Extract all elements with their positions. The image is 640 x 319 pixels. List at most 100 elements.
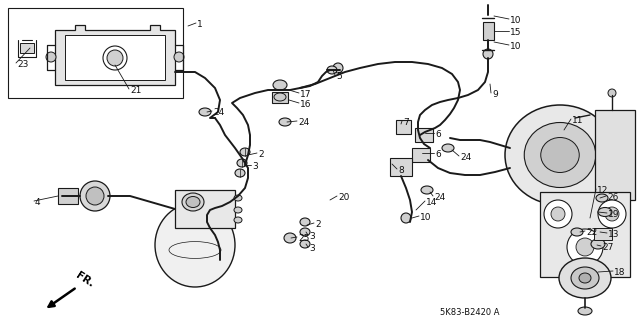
Text: 6: 6 xyxy=(435,150,441,159)
Ellipse shape xyxy=(571,267,599,289)
Text: 20: 20 xyxy=(338,193,349,202)
Bar xyxy=(8,8,183,98)
Ellipse shape xyxy=(234,195,242,201)
Circle shape xyxy=(544,200,572,228)
Ellipse shape xyxy=(300,218,310,226)
Text: 3: 3 xyxy=(309,232,315,241)
Bar xyxy=(272,92,288,103)
Ellipse shape xyxy=(237,159,247,167)
Text: 2: 2 xyxy=(258,150,264,159)
Ellipse shape xyxy=(559,258,611,298)
Circle shape xyxy=(598,200,626,228)
Bar xyxy=(65,35,165,80)
Text: 8: 8 xyxy=(398,166,404,175)
Text: 26: 26 xyxy=(607,193,618,202)
Ellipse shape xyxy=(240,148,250,156)
Text: 6: 6 xyxy=(435,130,441,139)
Ellipse shape xyxy=(578,307,592,315)
Ellipse shape xyxy=(234,217,242,223)
Ellipse shape xyxy=(505,105,615,205)
Text: 10: 10 xyxy=(510,42,522,51)
Text: 24: 24 xyxy=(213,108,224,117)
Ellipse shape xyxy=(442,144,454,152)
Ellipse shape xyxy=(598,207,612,217)
Text: 24: 24 xyxy=(434,193,445,202)
Text: 9: 9 xyxy=(492,90,498,99)
Text: 19: 19 xyxy=(608,210,620,219)
Text: 5K83-B2420 A: 5K83-B2420 A xyxy=(440,308,499,317)
Bar xyxy=(58,188,78,204)
Ellipse shape xyxy=(284,233,296,243)
Text: 21: 21 xyxy=(130,86,141,95)
Text: 25: 25 xyxy=(298,234,309,243)
Text: 3: 3 xyxy=(252,162,258,171)
Ellipse shape xyxy=(571,228,583,236)
Circle shape xyxy=(333,63,343,73)
Text: 2: 2 xyxy=(315,220,321,229)
Circle shape xyxy=(174,52,184,62)
Text: 10: 10 xyxy=(510,16,522,25)
Text: 3: 3 xyxy=(309,244,315,253)
Bar xyxy=(20,43,34,53)
Text: 7: 7 xyxy=(403,118,409,127)
Bar xyxy=(396,120,411,134)
Circle shape xyxy=(46,52,56,62)
Text: 23: 23 xyxy=(17,60,28,69)
Circle shape xyxy=(608,89,616,97)
Text: 5: 5 xyxy=(336,72,342,81)
Text: 17: 17 xyxy=(300,90,312,99)
Text: 4: 4 xyxy=(35,198,40,207)
Bar xyxy=(483,22,494,40)
Ellipse shape xyxy=(279,118,291,126)
Ellipse shape xyxy=(327,66,337,74)
Ellipse shape xyxy=(235,169,245,177)
Bar xyxy=(540,192,630,277)
Ellipse shape xyxy=(273,80,287,90)
Bar xyxy=(595,110,635,200)
Ellipse shape xyxy=(541,137,579,173)
Text: 11: 11 xyxy=(572,116,584,125)
Text: 22: 22 xyxy=(586,228,597,237)
Ellipse shape xyxy=(300,228,310,236)
Text: 18: 18 xyxy=(614,268,625,277)
Ellipse shape xyxy=(591,239,605,249)
Ellipse shape xyxy=(199,108,211,116)
Ellipse shape xyxy=(579,273,591,283)
Polygon shape xyxy=(55,25,175,85)
Circle shape xyxy=(401,213,411,223)
Text: 1: 1 xyxy=(197,20,203,29)
Ellipse shape xyxy=(300,240,310,248)
Circle shape xyxy=(86,187,104,205)
Ellipse shape xyxy=(596,194,608,202)
Circle shape xyxy=(551,207,565,221)
Circle shape xyxy=(107,50,123,66)
Ellipse shape xyxy=(234,207,242,213)
Ellipse shape xyxy=(186,197,200,207)
Text: 24: 24 xyxy=(460,153,471,162)
Text: 15: 15 xyxy=(510,28,522,37)
Ellipse shape xyxy=(274,93,286,101)
Ellipse shape xyxy=(524,122,596,188)
Text: 24: 24 xyxy=(298,118,309,127)
Text: 13: 13 xyxy=(608,230,620,239)
Bar xyxy=(175,190,235,228)
Text: 27: 27 xyxy=(602,243,613,252)
Text: 12: 12 xyxy=(597,186,609,195)
Circle shape xyxy=(483,49,493,59)
Ellipse shape xyxy=(182,193,204,211)
Text: 14: 14 xyxy=(426,198,437,207)
Bar xyxy=(412,148,430,162)
Bar xyxy=(390,158,412,176)
Ellipse shape xyxy=(155,203,235,287)
Circle shape xyxy=(103,46,127,70)
Circle shape xyxy=(605,207,619,221)
Bar xyxy=(415,128,433,142)
Circle shape xyxy=(80,181,110,211)
Circle shape xyxy=(567,229,603,265)
Text: 16: 16 xyxy=(300,100,312,109)
Text: 10: 10 xyxy=(420,213,431,222)
Circle shape xyxy=(576,238,594,256)
Bar xyxy=(594,228,612,240)
Text: FR.: FR. xyxy=(74,270,96,289)
Ellipse shape xyxy=(421,186,433,194)
